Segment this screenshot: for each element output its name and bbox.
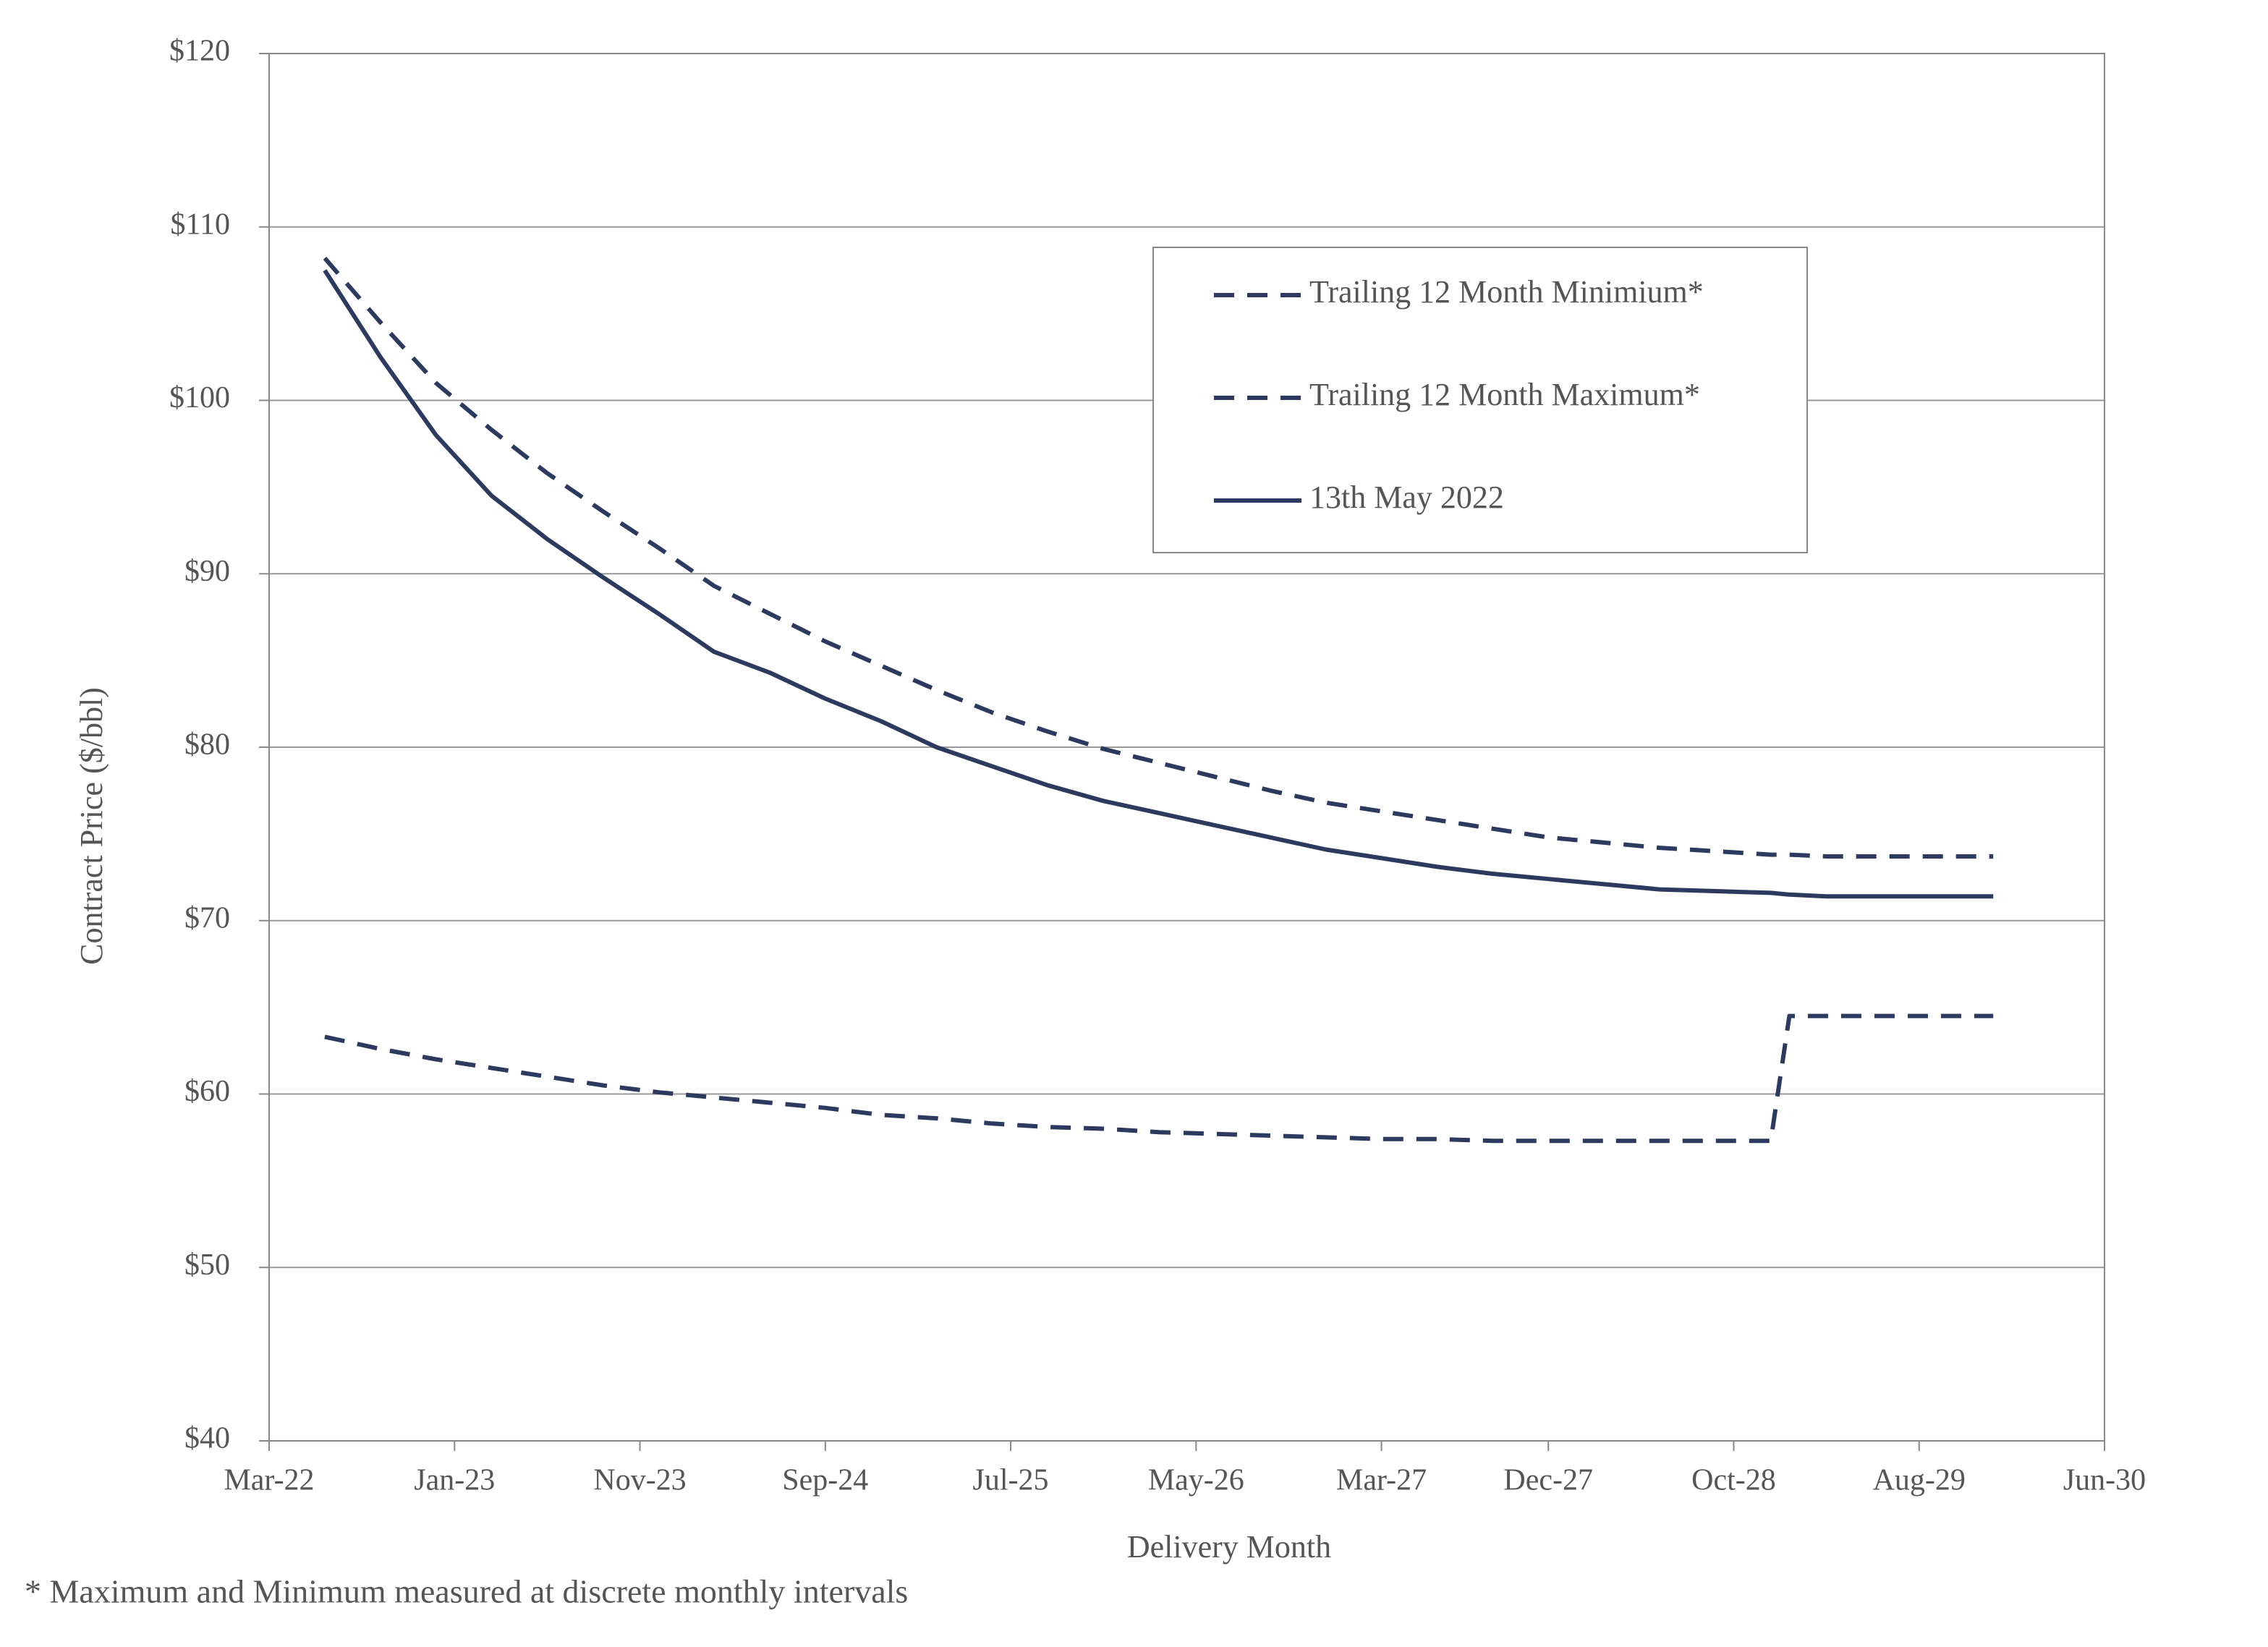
x-tick-label: Aug-29 (1873, 1464, 1966, 1497)
legend-label: 13th May 2022 (1309, 480, 1504, 515)
x-tick-label: May-26 (1148, 1464, 1244, 1497)
legend-label: Trailing 12 Month Maximum* (1309, 377, 1700, 412)
series-line (323, 269, 1994, 899)
x-tick-label: Dec-27 (1503, 1464, 1593, 1497)
plot-frame (268, 53, 2105, 1442)
x-tick-label: Mar-22 (224, 1464, 314, 1497)
series-line (323, 256, 1994, 859)
legend: Trailing 12 Month Minimium* Trailing 12 M… (1214, 274, 1704, 515)
lines-layer (323, 256, 1994, 1144)
x-tick-label: Nov-23 (593, 1464, 686, 1497)
x-tick-label: Oct-28 (1691, 1464, 1776, 1497)
footnote: * Maximum and Minimum measured at discre… (25, 1573, 908, 1610)
x-tick-label: Jul-25 (973, 1464, 1049, 1497)
x-axis-title: Delivery Month (1127, 1529, 1331, 1565)
x-tick-label: Mar-27 (1336, 1464, 1427, 1497)
y-tick-label: $100 (169, 381, 230, 414)
legend-label: Trailing 12 Month Minimium* (1309, 274, 1704, 310)
y-tick-label: $80 (184, 728, 230, 762)
y-tick-label: $110 (171, 208, 230, 241)
y-tick-label: $50 (184, 1248, 230, 1282)
y-tick-label: $40 (184, 1422, 230, 1455)
y-tick-label: $70 (184, 901, 230, 935)
x-tick-label: Sep-24 (782, 1464, 868, 1497)
y-tick-label: $120 (169, 35, 230, 68)
series-line (324, 1013, 1994, 1144)
x-tick-label: Jun-30 (2063, 1464, 2146, 1497)
y-tick-label: $60 (184, 1075, 230, 1108)
y-axis-title: Contract Price ($/bbl) (74, 687, 109, 965)
x-tick-label: Jan-23 (414, 1464, 495, 1497)
y-tick-label: $90 (184, 555, 230, 588)
